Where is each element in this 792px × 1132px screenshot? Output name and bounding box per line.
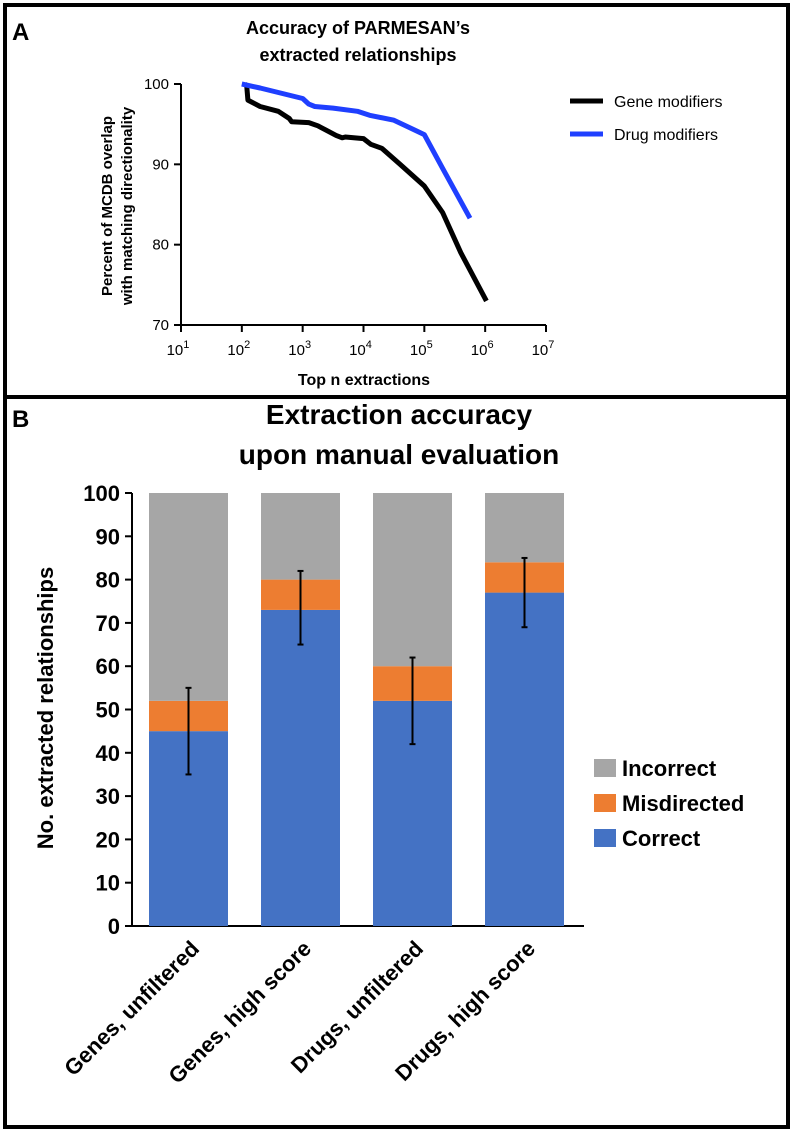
bar-incorrect-genes-unfiltered: [149, 493, 228, 701]
xtick-exponent: 7: [548, 339, 554, 351]
chart-b-ytick-label: 70: [96, 611, 120, 636]
xtick-base: 10: [410, 342, 427, 359]
chart-a-xlabel: Top n extractions: [298, 372, 430, 389]
legend-label-drug-modifiers: Drug modifiers: [614, 127, 718, 144]
chart-a-xtick-label: 102: [227, 339, 250, 359]
xtick-base: 10: [167, 342, 184, 359]
series-line-gene-modifiers: [243, 82, 489, 303]
chart-b-ytick-label: 100: [83, 481, 120, 506]
chart-b-ylabel: No. extracted relationships: [33, 567, 58, 849]
legend-label-incorrect: Incorrect: [622, 756, 717, 781]
chart-b-ytick-label: 90: [96, 524, 120, 549]
series-line-drug-modifiers: [241, 81, 473, 220]
legend-swatch-correct: [594, 829, 616, 847]
xtick-exponent: 2: [244, 339, 250, 351]
chart-b-title-line-2: upon manual evaluation: [239, 439, 559, 470]
chart-a-xtick-label: 101: [167, 339, 190, 359]
legend-swatch-incorrect: [594, 759, 616, 777]
bar-correct-genes-high-score: [261, 609, 340, 926]
chart-a-ytick-label: 90: [152, 156, 169, 173]
chart-a-ylabel-line-2: with matching directionality: [119, 106, 136, 306]
xtick-base: 10: [349, 342, 366, 359]
panel-a-line-chart: A Accuracy of PARMESAN’s extracted relat…: [12, 18, 723, 389]
chart-a-ytick-label: 100: [144, 76, 169, 93]
chart-b-ytick-label: 40: [96, 741, 120, 766]
chart-a-ytick-label: 80: [152, 237, 169, 254]
xtick-exponent: 4: [366, 339, 372, 351]
xtick-base: 10: [471, 342, 488, 359]
panel-b-frame: [3, 395, 790, 1129]
chart-b-ytick-label: 80: [96, 568, 120, 593]
chart-b-ytick-label: 60: [96, 654, 120, 679]
chart-a-xtick-label: 104: [349, 339, 372, 359]
xtick-base: 10: [532, 342, 549, 359]
chart-b-title-line-1: Extraction accuracy: [266, 399, 533, 430]
chart-a-xtick-label: 103: [288, 339, 311, 359]
bar-incorrect-genes-high-score: [261, 493, 340, 580]
xtick-exponent: 5: [427, 339, 433, 351]
chart-b-ytick-label: 50: [96, 698, 120, 723]
chart-a-ytick-label: 70: [152, 317, 169, 334]
chart-a-title-line-1: Accuracy of PARMESAN’s: [246, 18, 470, 38]
chart-a-ylabel-line-1: Percent of MCDB overlap: [99, 116, 116, 296]
legend-label-misdirected: Misdirected: [622, 791, 744, 816]
chart-a-xtick-label: 106: [471, 339, 494, 359]
chart-a-legend: Gene modifiers Drug modifiers: [570, 94, 723, 144]
xtick-exponent: 1: [183, 339, 189, 351]
xtick-exponent: 6: [487, 339, 493, 351]
chart-b-legend: Incorrect Misdirected Correct: [594, 756, 744, 851]
chart-b-ytick-label: 10: [96, 871, 120, 896]
xtick-base: 10: [288, 342, 305, 359]
panel-b-label: B: [12, 406, 29, 433]
chart-a-xtick-label: 107: [532, 339, 555, 359]
chart-b-ytick-label: 0: [108, 914, 120, 939]
chart-a-title-line-2: extracted relationships: [259, 45, 456, 65]
legend-swatch-misdirected: [594, 794, 616, 812]
chart-a-xtick-label: 105: [410, 339, 433, 359]
chart-b-ytick-label: 20: [96, 827, 120, 852]
legend-label-correct: Correct: [622, 826, 701, 851]
xtick-base: 10: [227, 342, 244, 359]
bar-incorrect-drugs-unfiltered: [373, 493, 452, 667]
bar-correct-drugs-high-score: [485, 592, 564, 926]
legend-label-gene-modifiers: Gene modifiers: [614, 94, 723, 111]
xtick-exponent: 3: [305, 339, 311, 351]
chart-b-ytick-label: 30: [96, 784, 120, 809]
panel-b-bar-chart: B Extraction accuracy upon manual evalua…: [12, 399, 744, 1088]
panel-a-label: A: [12, 19, 29, 46]
bar-incorrect-drugs-high-score: [485, 493, 564, 563]
